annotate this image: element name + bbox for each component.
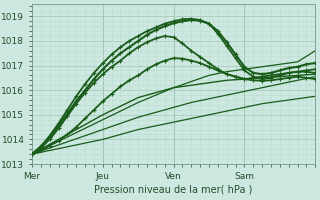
X-axis label: Pression niveau de la mer( hPa ): Pression niveau de la mer( hPa )	[94, 185, 253, 195]
